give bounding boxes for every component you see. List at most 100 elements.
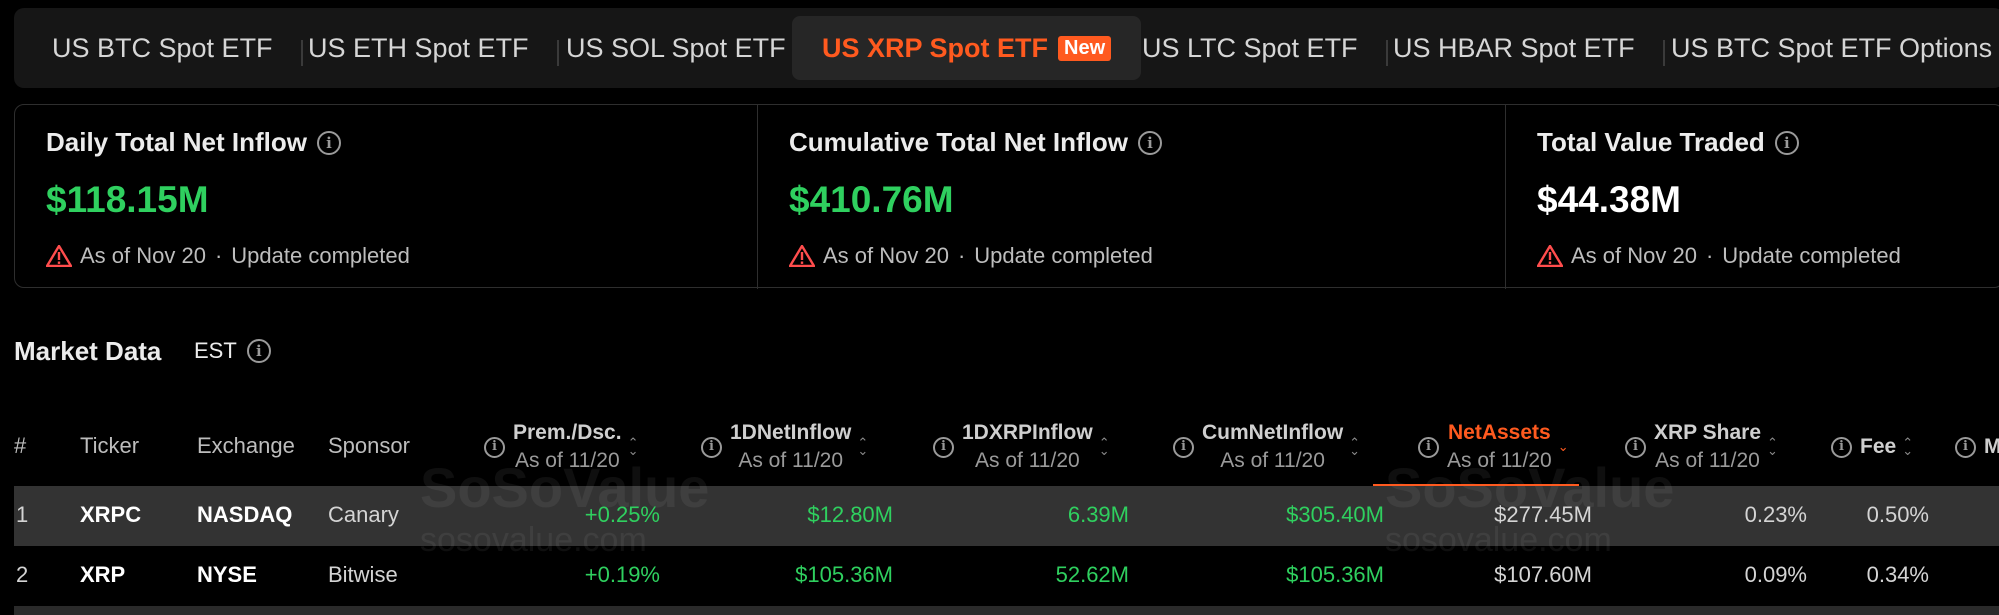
dot-separator: · [957, 243, 966, 268]
market-data-title: Market Data [14, 336, 162, 366]
tab-us-ltc-spot-etf[interactable]: US LTC Spot ETF [1142, 16, 1388, 80]
watermark-logo: SoSoValue [1385, 456, 1675, 519]
update-status: Update completed [1722, 243, 1901, 268]
tab-us-xrp-spot-etf[interactable]: US XRP Spot ETF New [792, 16, 1142, 80]
info-icon[interactable]: i [1831, 436, 1852, 458]
table-bottom-bar [14, 606, 1999, 615]
stat-title: Total Value Traded i [1537, 127, 1799, 158]
update-status: Update completed [974, 243, 1153, 268]
col-more-header[interactable]: i M [1955, 433, 1999, 461]
sort-icon[interactable]: ⌃ ⌄ [857, 435, 869, 458]
info-icon[interactable]: i [701, 436, 722, 458]
info-icon[interactable]: i [1173, 436, 1194, 458]
info-icon[interactable]: i [484, 436, 505, 458]
stat-card-cumulative-net-inflow: Cumulative Total Net Inflow i $410.76M As… [757, 105, 1505, 289]
tab-us-hbar-spot-etf[interactable]: US HBAR Spot ETF [1393, 16, 1665, 80]
col-cumnetinflow-header[interactable]: i CumNetInflow As of 11/20 ⌃ ⌄ [1173, 419, 1360, 475]
header-label: XRP Share [1654, 421, 1761, 444]
header-sublabel: As of 11/20 [738, 449, 844, 472]
stat-value: $44.38M [1537, 179, 1681, 220]
header-sublabel: As of 11/20 [1655, 449, 1760, 472]
stat-title: Daily Total Net Inflow i [46, 127, 341, 158]
sort-icon[interactable]: ⌄ [1557, 439, 1569, 454]
tab-label: US SOL Spot ETF [566, 32, 786, 63]
col-prem-header[interactable]: i Prem./Dsc. As of 11/20 ⌃ ⌄ [484, 419, 638, 475]
sort-icon[interactable]: ⌃ ⌄ [1349, 435, 1361, 458]
as-of-date: As of Nov 20 [1571, 243, 1697, 268]
tab-divider [300, 40, 303, 66]
tab-divider [1385, 40, 1388, 66]
col-fee-header[interactable]: i Fee ⌃ ⌄ [1831, 433, 1913, 461]
row-ticker[interactable]: XRPC [80, 502, 142, 527]
tab-divider [556, 40, 559, 66]
stat-value: $118.15M [46, 179, 209, 220]
col-1dnetinflow-header[interactable]: i 1DNetInflow As of 11/20 ⌃ ⌄ [701, 419, 868, 475]
tab-label: US LTC Spot ETF [1142, 32, 1358, 63]
col-1dxrpinflow-header[interactable]: i 1DXRPInflow As of 11/20 ⌃ ⌄ [933, 419, 1110, 475]
info-icon[interactable]: i [1137, 130, 1162, 155]
header-label: M [1984, 435, 1999, 458]
new-badge: New [1058, 35, 1112, 61]
tab-label: US XRP Spot ETF [822, 32, 1049, 63]
stat-value: $410.76M [789, 179, 954, 220]
header-label: 1DXRPInflow [962, 421, 1093, 444]
header-sublabel: As of 11/20 [1220, 449, 1325, 472]
stat-card-daily-net-inflow: Daily Total Net Inflow i $118.15M As of N… [15, 105, 757, 289]
tab-divider [1662, 40, 1665, 66]
dot-separator: · [1705, 243, 1714, 268]
tab-label: US BTC Spot ETF [52, 32, 273, 63]
table-row[interactable]: 1 XRPC NASDAQ Canary +0.25% $12.80M 6.39… [14, 486, 1999, 546]
row-index: 2 [16, 562, 29, 587]
tab-label: US BTC Spot ETF Options [1671, 32, 1993, 63]
header-label: Fee [1860, 435, 1897, 458]
col-netassets-header[interactable]: i NetAssets As of 11/20 ⌄ [1418, 419, 1569, 475]
table-row[interactable]: 2 XRP NYSE Bitwise +0.19% $105.36M 52.62… [14, 546, 1999, 606]
stat-status: As of Nov 20 · Update completed [1537, 243, 1901, 269]
as-of-date: As of Nov 20 [823, 243, 949, 268]
stat-title: Cumulative Total Net Inflow i [789, 127, 1162, 158]
header-label: 1DNetInflow [730, 421, 852, 444]
etf-tab-bar: US BTC Spot ETF US ETH Spot ETF US SOL S… [14, 8, 1999, 88]
col-xrp-share-header[interactable]: i XRP Share As of 11/20 ⌃ ⌄ [1625, 419, 1778, 475]
table-row-highlight [14, 486, 1999, 546]
header-label: Prem./Dsc. [513, 421, 622, 444]
row-prem: +0.25% [584, 502, 660, 527]
sort-icon[interactable]: ⌃ ⌄ [627, 435, 639, 458]
watermark-logo: SoSoValue [420, 456, 710, 519]
stat-title-text: Cumulative Total Net Inflow [789, 127, 1128, 157]
sort-icon[interactable]: ⌃ ⌄ [1098, 435, 1110, 458]
dot-separator: · [214, 243, 223, 268]
info-icon[interactable]: i [1774, 130, 1799, 155]
row-1dnetinflow: $105.36M [795, 562, 893, 587]
sort-icon[interactable]: ⌃ ⌄ [1767, 435, 1778, 458]
row-ticker[interactable]: XRP [80, 562, 126, 587]
row-fee: 0.34% [1866, 562, 1929, 587]
timezone-selector[interactable]: EST i [194, 338, 271, 364]
row-netassets: $107.60M [1494, 562, 1592, 587]
tab-us-eth-spot-etf[interactable]: US ETH Spot ETF [308, 16, 559, 80]
tab-label: US ETH Spot ETF [308, 32, 529, 63]
warning-icon [46, 245, 72, 267]
watermark-domain: sosovalue.com [420, 521, 647, 559]
info-icon[interactable]: i [933, 436, 954, 458]
tab-us-sol-spot-etf[interactable]: US SOL Spot ETF [566, 16, 786, 80]
col-exchange-header: Exchange [197, 433, 295, 458]
info-icon[interactable]: i [1955, 436, 1976, 458]
row-index: 1 [16, 502, 29, 527]
warning-icon [1537, 245, 1563, 267]
summary-stats: Daily Total Net Inflow i $118.15M As of N… [14, 104, 1999, 289]
tab-us-btc-spot-etf-options[interactable]: US BTC Spot ETF Options [1671, 16, 1992, 80]
info-icon[interactable]: i [246, 339, 271, 363]
tab-us-btc-spot-etf[interactable]: US BTC Spot ETF [52, 16, 303, 80]
info-icon[interactable]: i [316, 130, 341, 155]
col-sponsor-header: Sponsor [328, 433, 410, 458]
info-icon[interactable]: i [1625, 436, 1646, 458]
info-icon[interactable]: i [1418, 436, 1439, 458]
sort-icon[interactable]: ⌃ ⌄ [1902, 435, 1914, 458]
row-1dxrpinflow: 6.39M [1067, 502, 1129, 527]
row-1dnetinflow: $12.80M [807, 502, 893, 527]
row-xrp-share: 0.09% [1744, 562, 1807, 587]
stat-status: As of Nov 20 · Update completed [46, 243, 410, 269]
stat-status: As of Nov 20 · Update completed [789, 243, 1153, 269]
warning-icon [789, 245, 815, 267]
